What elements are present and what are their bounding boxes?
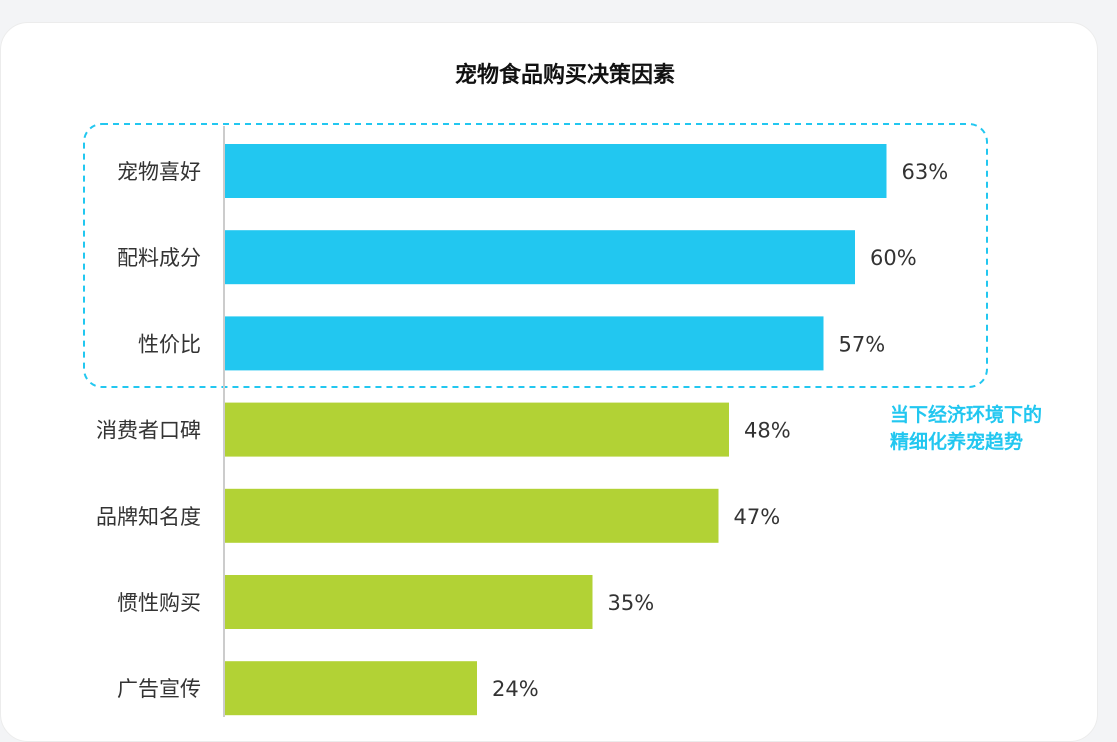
category-label: 消费者口碑	[96, 419, 201, 443]
category-label: 配料成分	[117, 246, 201, 270]
bar	[225, 661, 477, 716]
bars-group: 宠物喜好 63% 配料成分 60% 性价比 57% 消费者口碑 48% 品牌知名度 47% 惯性购买…	[96, 144, 949, 716]
category-label: 品牌知名度	[96, 505, 201, 529]
bar	[225, 402, 729, 457]
annotation: 当下经济环境下的 精细化养宠趋势	[890, 403, 1042, 453]
bar	[225, 488, 719, 543]
bar	[225, 575, 593, 629]
category-label: 宠物喜好	[117, 160, 201, 184]
category-label: 性价比	[138, 332, 201, 356]
value-label: 48%	[744, 419, 791, 443]
bar-chart: 宠物食品购买决策因素 宠物喜好 63% 配料成分 60% 性价比 57% 消费者口碑 48% 品…	[83, 62, 1042, 717]
value-label: 47%	[734, 505, 781, 529]
value-label: 35%	[608, 591, 655, 615]
bar	[225, 230, 855, 285]
bar	[225, 144, 887, 198]
value-label: 63%	[902, 160, 949, 184]
value-label: 60%	[870, 246, 917, 270]
annotation-line-1: 当下经济环境下的	[890, 403, 1042, 426]
bar	[225, 316, 824, 371]
value-label: 24%	[492, 677, 539, 701]
highlight-box	[83, 123, 988, 388]
value-label: 57%	[839, 332, 886, 356]
annotation-line-2: 精细化养宠趋势	[890, 430, 1023, 453]
category-label: 广告宣传	[117, 677, 201, 701]
chart-title: 宠物食品购买决策因素	[455, 62, 675, 88]
category-label: 惯性购买	[117, 591, 201, 615]
